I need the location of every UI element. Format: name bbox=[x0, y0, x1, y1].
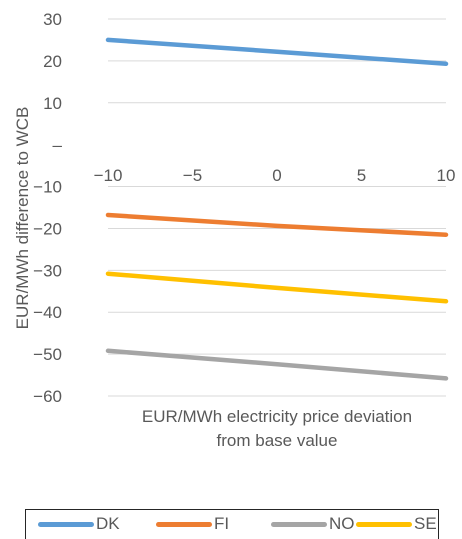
y-tick-label: −40 bbox=[33, 303, 62, 322]
legend-item-fi: FI bbox=[156, 514, 229, 534]
y-tick-label: −60 bbox=[33, 387, 62, 406]
series-line-fi bbox=[105, 212, 449, 237]
series-line-se bbox=[105, 271, 449, 304]
legend-swatch bbox=[38, 521, 94, 527]
x-axis-ticks: −10 −5 0 5 10 bbox=[94, 166, 456, 185]
x-tick-label: 10 bbox=[437, 166, 456, 185]
legend-swatch bbox=[356, 521, 412, 527]
x-tick-label: 5 bbox=[357, 166, 366, 185]
x-tick-label: −5 bbox=[183, 166, 202, 185]
x-tick-label: 0 bbox=[272, 166, 281, 185]
legend: DK FI NO SE bbox=[25, 509, 439, 539]
x-axis-title: EUR/MWh electricity price deviation from … bbox=[142, 407, 412, 450]
legend-item-no: NO bbox=[271, 514, 355, 534]
y-tick-label: 20 bbox=[43, 52, 62, 71]
y-tick-label: −50 bbox=[33, 345, 62, 364]
y-axis-ticks: 30 20 10 – −10 −20 −30 −40 −50 −60 bbox=[33, 10, 62, 406]
series-line-no bbox=[105, 348, 449, 381]
legend-label: DK bbox=[96, 514, 120, 533]
legend-label: SE bbox=[414, 514, 437, 533]
legend-label: NO bbox=[329, 514, 355, 533]
y-axis-title: EUR/MWh difference to WCB bbox=[13, 107, 32, 330]
y-tick-label: 10 bbox=[43, 94, 62, 113]
legend-label: FI bbox=[214, 514, 230, 533]
x-tick-label: −10 bbox=[94, 166, 123, 185]
y-tick-label: −10 bbox=[33, 178, 62, 197]
y-tick-label: −20 bbox=[33, 219, 62, 238]
legend-item-dk: DK bbox=[38, 514, 120, 534]
legend-item-se: SE bbox=[356, 514, 437, 534]
legend-swatch bbox=[156, 521, 212, 527]
y-tick-label: 30 bbox=[43, 10, 62, 29]
y-tick-label: −30 bbox=[33, 261, 62, 280]
y-tick-label: – bbox=[53, 136, 63, 155]
series-lines bbox=[105, 37, 449, 381]
series-line-dk bbox=[105, 37, 449, 67]
legend-swatch bbox=[271, 521, 327, 527]
gridlines bbox=[108, 18, 446, 397]
